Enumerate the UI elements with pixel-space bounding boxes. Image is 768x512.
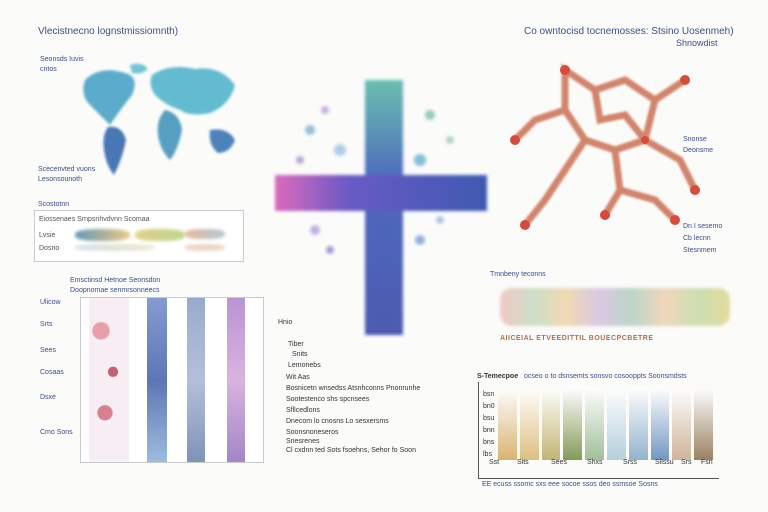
ytick: bsu bbox=[483, 415, 495, 422]
map-label-a: Seonsds Iuvis bbox=[40, 56, 84, 63]
strips-panel bbox=[80, 297, 264, 463]
list-item: Dnecom lo cnosns Lo sesxersms bbox=[286, 418, 389, 425]
bar-heading: S-Temecpoe bbox=[477, 373, 519, 380]
map-label-b: cntos bbox=[40, 66, 57, 73]
ytick: bns bbox=[483, 439, 495, 446]
legend-panel: Eiossenaes Srnpsnhvdvnn Scomaa Lvsie Dos… bbox=[34, 210, 244, 262]
color-bar bbox=[672, 388, 692, 460]
side-label-6: Cmo Sons bbox=[40, 429, 73, 436]
list-item: Sfllcedlons bbox=[286, 407, 320, 414]
legend-row2: Lvsie bbox=[39, 232, 56, 239]
bar-heading-b: ocseo o to dsnsemts sonsvo cosooppts Soo… bbox=[524, 373, 687, 380]
ytick: lbs bbox=[483, 451, 492, 458]
network-label-a: Snonse bbox=[683, 136, 707, 143]
flower-panel: AIICEIAL ETVEEDITTIL BOUECPCBETRE bbox=[495, 282, 735, 352]
color-bar bbox=[585, 388, 604, 460]
side-label-1: Ulicow bbox=[40, 299, 61, 306]
map-label-c: Scecenvted vuons bbox=[38, 166, 96, 173]
side-label-5: Dsxe bbox=[40, 394, 56, 401]
xtick: Srs bbox=[681, 459, 692, 466]
list-item: Cl cxdnn ted Sots fsoehns, Sehor fo Soon bbox=[286, 447, 416, 454]
cross-illustration bbox=[270, 70, 490, 340]
strips-heading-a: Emsctinsd Hetnoe Seonsdon bbox=[70, 277, 161, 284]
ytick: bn0 bbox=[483, 403, 495, 410]
color-bar bbox=[541, 388, 561, 460]
color-bar bbox=[519, 388, 539, 460]
side-label-3: Sees bbox=[40, 347, 56, 354]
xtick: Sits bbox=[517, 459, 529, 466]
list-item: Bosnicetn wnsedss Atsnhconns Pnonrunhe bbox=[286, 385, 421, 392]
map-label-d: Lesonsounoth bbox=[38, 176, 82, 183]
legend-row1: Eiossenaes Srnpsnhvdvnn Scomaa bbox=[39, 216, 150, 223]
list-item: Tiber bbox=[288, 341, 304, 348]
xtick: Sst bbox=[489, 459, 500, 466]
title-left: Vlecistnecno lognstmissiomnth) bbox=[38, 26, 179, 37]
world-map-illustration bbox=[70, 55, 250, 185]
subtitle-right: Shnowdist bbox=[676, 38, 718, 48]
xtick: Fsn bbox=[701, 459, 713, 466]
center-list: Tiber Snits Lemonebs Wit Aas Bosnicetn w… bbox=[272, 340, 472, 455]
bar-xticks: Sst Sits Sees Shxs Srss Sllssu Srs Fsn bbox=[489, 458, 717, 468]
bar-area bbox=[497, 388, 715, 460]
network-illustration bbox=[505, 50, 705, 240]
network-label-e: Stesnmem bbox=[683, 247, 717, 254]
xtick: Sees bbox=[551, 459, 567, 466]
list-item: Lemonebs bbox=[288, 362, 321, 369]
color-bar bbox=[628, 388, 648, 460]
strips-heading-b: Doopnomae senmrsonneecs bbox=[70, 287, 160, 294]
legend-heading: Scostotnn bbox=[38, 201, 70, 208]
bar-panel: bsn bn0 bsu bnn bns lbs Sst Sits Sees Sh… bbox=[478, 382, 719, 479]
title-right: Co owntocisd tocnemosses: Stsino Uosenme… bbox=[524, 26, 734, 37]
color-bar bbox=[650, 388, 670, 460]
side-label-2: Srts bbox=[40, 321, 53, 328]
network-label-d: Cb lecnn bbox=[683, 235, 711, 242]
color-bar bbox=[607, 388, 626, 460]
network-label-b: Deonsme bbox=[683, 147, 713, 154]
color-bar bbox=[563, 388, 583, 460]
side-label-4: Cosaas bbox=[40, 369, 64, 376]
bar-yticks: bsn bn0 bsu bnn bns lbs bbox=[483, 390, 497, 460]
center-list-heading: Hnio bbox=[278, 319, 293, 326]
ytick: bnn bbox=[483, 427, 495, 434]
color-bar bbox=[498, 388, 517, 460]
color-bar bbox=[694, 388, 713, 460]
network-label-c: Dn I sesemo bbox=[683, 223, 723, 230]
list-item: Wit Aas bbox=[286, 374, 310, 381]
list-item: Sootestenco shs spcnsees bbox=[286, 396, 370, 403]
list-item: Soonsnoneseros bbox=[286, 429, 339, 436]
list-item: Snesrenes bbox=[286, 438, 320, 445]
list-item: Snits bbox=[292, 351, 308, 358]
flower-heading: Tmnbeny teconns bbox=[490, 271, 546, 278]
xtick: Shxs bbox=[587, 459, 603, 466]
legend-row3: Dosno bbox=[39, 245, 60, 252]
bar-caption: EE ecuss ssomc sxs eee socoe ssos deo ss… bbox=[482, 481, 658, 488]
xtick: Sllssu bbox=[655, 459, 674, 466]
strips-side-labels: Ulicow Srts Sees Cosaas Dsxe Cmo Sons bbox=[40, 298, 74, 443]
ytick: bsn bbox=[483, 391, 495, 398]
xtick: Srss bbox=[623, 459, 637, 466]
flower-row-text: AIICEIAL ETVEEDITTIL BOUECPCBETRE bbox=[500, 335, 654, 342]
